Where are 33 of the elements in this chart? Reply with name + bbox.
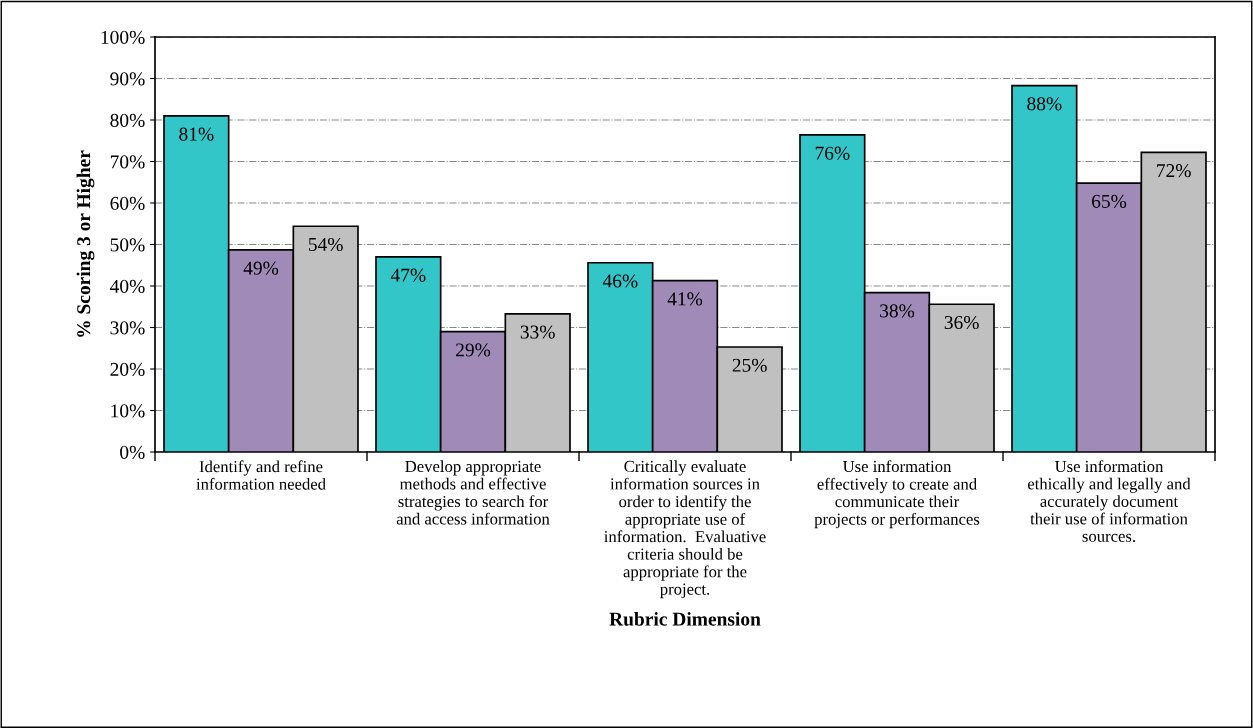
y-tick-label: 70% bbox=[110, 155, 145, 169]
x-axis-title: Rubric Dimension bbox=[609, 612, 761, 626]
y-tick-label: 20% bbox=[110, 362, 145, 376]
y-tick-label: 50% bbox=[110, 238, 145, 252]
x-tick-label: Use information effectively to create and communicate their projects or performances bbox=[814, 460, 980, 529]
data-label: 41% bbox=[667, 292, 703, 306]
y-tick-label: 10% bbox=[111, 404, 145, 418]
y-axis-title: % Scoring 3 or Higher bbox=[76, 150, 95, 337]
y-tick-label: 60% bbox=[110, 196, 145, 210]
y-tick-label: 80% bbox=[110, 113, 145, 127]
x-tick-label: Use information ethically and legally and accurately document their use of information sources. bbox=[1027, 460, 1191, 542]
data-label: 49% bbox=[243, 261, 279, 275]
y-tick-label: 100% bbox=[101, 30, 145, 44]
y-tick-label: 40% bbox=[110, 279, 145, 293]
data-label: 33% bbox=[520, 325, 555, 339]
data-label: 38% bbox=[880, 304, 915, 318]
y-tick-label: 0% bbox=[120, 445, 145, 459]
data-label: 65% bbox=[1092, 194, 1127, 208]
x-tick-label: Identify and refine information needed bbox=[196, 460, 326, 490]
data-label: 25% bbox=[732, 358, 767, 372]
data-label: 81% bbox=[179, 127, 214, 141]
y-tick-label: 90% bbox=[110, 72, 145, 86]
x-tick-label: Critically evaluate information sources in order to identify the appropriate use of information. Evaluative criteria should be appropriate for the project. bbox=[604, 460, 766, 599]
data-label: 54% bbox=[308, 237, 343, 252]
y-tick-label: 30% bbox=[110, 321, 145, 335]
data-label: 36% bbox=[944, 315, 979, 330]
data-label: 46% bbox=[602, 274, 638, 288]
data-label: 76% bbox=[815, 146, 850, 160]
data-label: 72% bbox=[1157, 164, 1191, 178]
data-label: 88% bbox=[1027, 97, 1062, 111]
data-label: 29% bbox=[456, 343, 491, 357]
x-tick-label: Develop appropriate methods and effective strategies to search for and access information bbox=[396, 460, 550, 525]
data-label: 47% bbox=[390, 268, 426, 282]
